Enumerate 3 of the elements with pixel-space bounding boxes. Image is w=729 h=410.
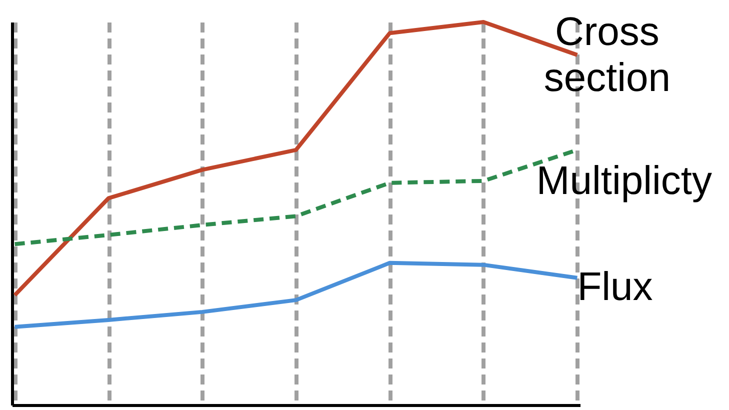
series-label: Multiplicty (536, 158, 712, 203)
series-label: Cross section (544, 10, 671, 100)
series-label: Flux (577, 264, 653, 309)
